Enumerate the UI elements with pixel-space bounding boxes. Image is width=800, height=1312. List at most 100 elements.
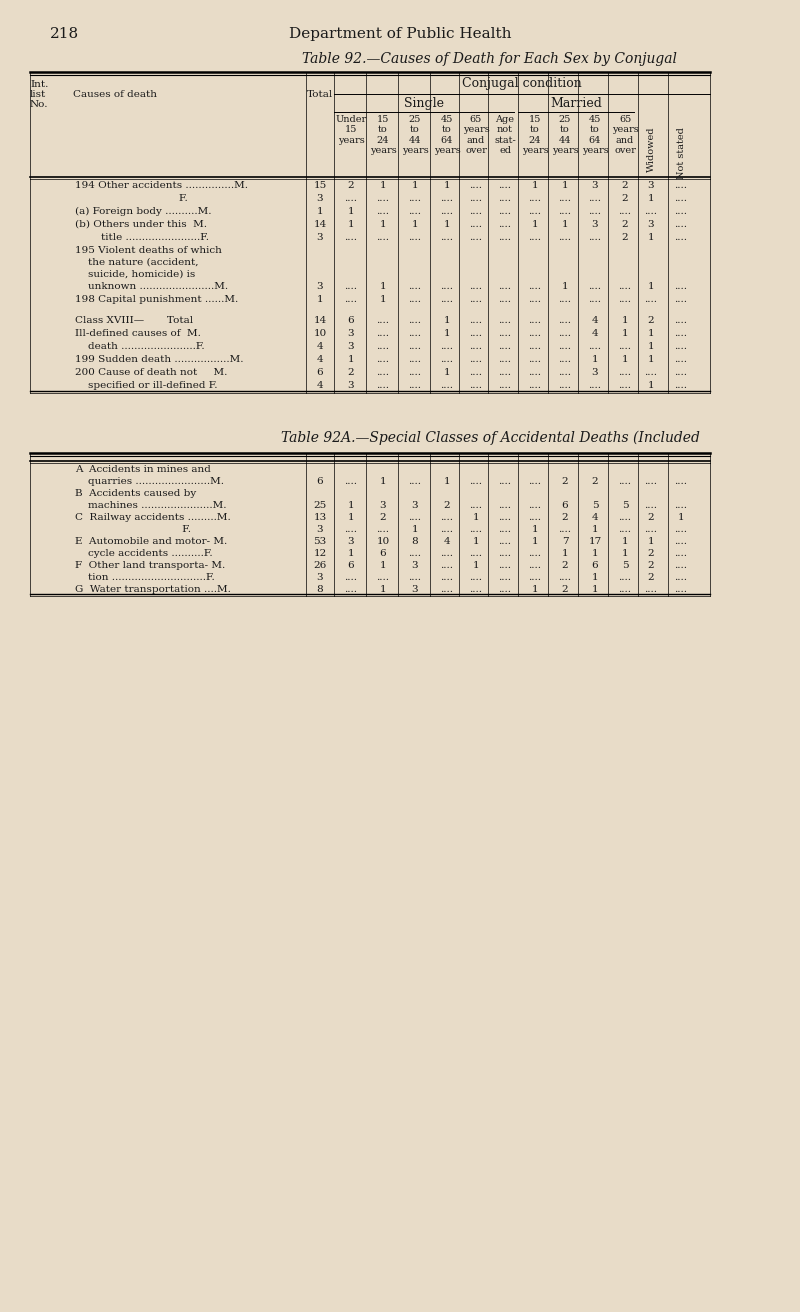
Text: 2: 2	[348, 181, 354, 190]
Text: ....: ....	[498, 181, 511, 190]
Text: 1: 1	[562, 220, 568, 230]
Text: suicide, homicide) is: suicide, homicide) is	[75, 270, 195, 279]
Text: 2: 2	[648, 316, 654, 325]
Text: 195 Violent deaths of which: 195 Violent deaths of which	[75, 247, 222, 255]
Text: 1: 1	[648, 282, 654, 291]
Text: ....: ....	[645, 478, 658, 485]
Text: ....: ....	[345, 194, 358, 203]
Text: ....: ....	[470, 316, 482, 325]
Text: 1: 1	[473, 562, 479, 569]
Text: 7: 7	[562, 537, 568, 546]
Text: 1: 1	[622, 356, 628, 363]
Text: 4: 4	[592, 513, 598, 522]
Text: ....: ....	[618, 295, 631, 304]
Text: ....: ....	[409, 194, 422, 203]
Text: 65
years
and
over: 65 years and over	[612, 115, 638, 155]
Text: ....: ....	[470, 329, 482, 338]
Text: 1: 1	[592, 585, 598, 594]
Text: 4: 4	[317, 342, 323, 352]
Text: ....: ....	[441, 194, 454, 203]
Text: ....: ....	[498, 367, 511, 377]
Text: ....: ....	[470, 207, 482, 216]
Text: 2: 2	[648, 573, 654, 583]
Text: 1: 1	[622, 537, 628, 546]
Text: ....: ....	[558, 367, 571, 377]
Text: 1: 1	[648, 356, 654, 363]
Text: 3: 3	[412, 501, 418, 510]
Text: Class XVIII—       Total: Class XVIII— Total	[75, 316, 193, 325]
Text: ....: ....	[618, 380, 631, 390]
Text: 1: 1	[532, 220, 538, 230]
Text: 10: 10	[376, 537, 390, 546]
Text: ....: ....	[645, 501, 658, 510]
Text: 3: 3	[348, 380, 354, 390]
Text: 1: 1	[473, 537, 479, 546]
Text: 1: 1	[648, 380, 654, 390]
Text: ....: ....	[674, 207, 687, 216]
Text: Married: Married	[550, 97, 602, 110]
Text: 1: 1	[412, 181, 418, 190]
Text: 2: 2	[622, 234, 628, 241]
Text: Table 92A.—Special Classes of Accidental Deaths (Included: Table 92A.—Special Classes of Accidental…	[281, 432, 699, 445]
Text: ....: ....	[377, 525, 390, 534]
Text: ....: ....	[498, 513, 511, 522]
Text: 15
to
24
years: 15 to 24 years	[370, 115, 396, 155]
Text: 5: 5	[592, 501, 598, 510]
Text: ....: ....	[498, 194, 511, 203]
Text: ....: ....	[409, 356, 422, 363]
Text: ....: ....	[674, 181, 687, 190]
Text: ....: ....	[441, 234, 454, 241]
Text: ....: ....	[409, 513, 422, 522]
Text: ....: ....	[589, 282, 602, 291]
Text: 2: 2	[562, 562, 568, 569]
Text: 5: 5	[622, 562, 628, 569]
Text: 1: 1	[622, 548, 628, 558]
Text: 45
to
64
years: 45 to 64 years	[582, 115, 608, 155]
Text: the nature (accident,: the nature (accident,	[75, 258, 198, 268]
Text: 1: 1	[348, 220, 354, 230]
Text: 3: 3	[348, 329, 354, 338]
Text: ....: ....	[674, 548, 687, 558]
Text: 4: 4	[592, 316, 598, 325]
Text: 1: 1	[380, 478, 386, 485]
Text: machines ......................M.: machines ......................M.	[75, 501, 226, 510]
Text: ....: ....	[498, 380, 511, 390]
Text: ....: ....	[470, 295, 482, 304]
Text: ....: ....	[498, 316, 511, 325]
Text: ....: ....	[645, 585, 658, 594]
Text: ....: ....	[441, 585, 454, 594]
Text: ....: ....	[498, 220, 511, 230]
Text: ....: ....	[409, 234, 422, 241]
Text: ....: ....	[674, 316, 687, 325]
Text: ....: ....	[345, 234, 358, 241]
Text: Causes of death: Causes of death	[73, 91, 157, 98]
Text: ....: ....	[674, 234, 687, 241]
Text: ....: ....	[674, 295, 687, 304]
Text: 3: 3	[317, 282, 323, 291]
Text: ....: ....	[498, 478, 511, 485]
Text: ....: ....	[377, 194, 390, 203]
Text: ....: ....	[558, 525, 571, 534]
Text: ....: ....	[377, 316, 390, 325]
Text: 26: 26	[314, 562, 326, 569]
Text: ....: ....	[441, 513, 454, 522]
Text: ....: ....	[645, 295, 658, 304]
Text: ....: ....	[645, 207, 658, 216]
Text: ....: ....	[441, 282, 454, 291]
Text: 4: 4	[317, 356, 323, 363]
Text: 1: 1	[532, 585, 538, 594]
Text: 45
to
64
years: 45 to 64 years	[434, 115, 460, 155]
Text: 53: 53	[314, 537, 326, 546]
Text: ....: ....	[441, 525, 454, 534]
Text: ....: ....	[498, 501, 511, 510]
Text: ....: ....	[674, 573, 687, 583]
Text: ....: ....	[345, 585, 358, 594]
Text: ....: ....	[498, 585, 511, 594]
Text: 1: 1	[648, 537, 654, 546]
Text: 3: 3	[317, 573, 323, 583]
Text: ....: ....	[498, 562, 511, 569]
Text: ....: ....	[470, 194, 482, 203]
Text: 3: 3	[592, 181, 598, 190]
Text: 1: 1	[348, 207, 354, 216]
Text: ....: ....	[498, 525, 511, 534]
